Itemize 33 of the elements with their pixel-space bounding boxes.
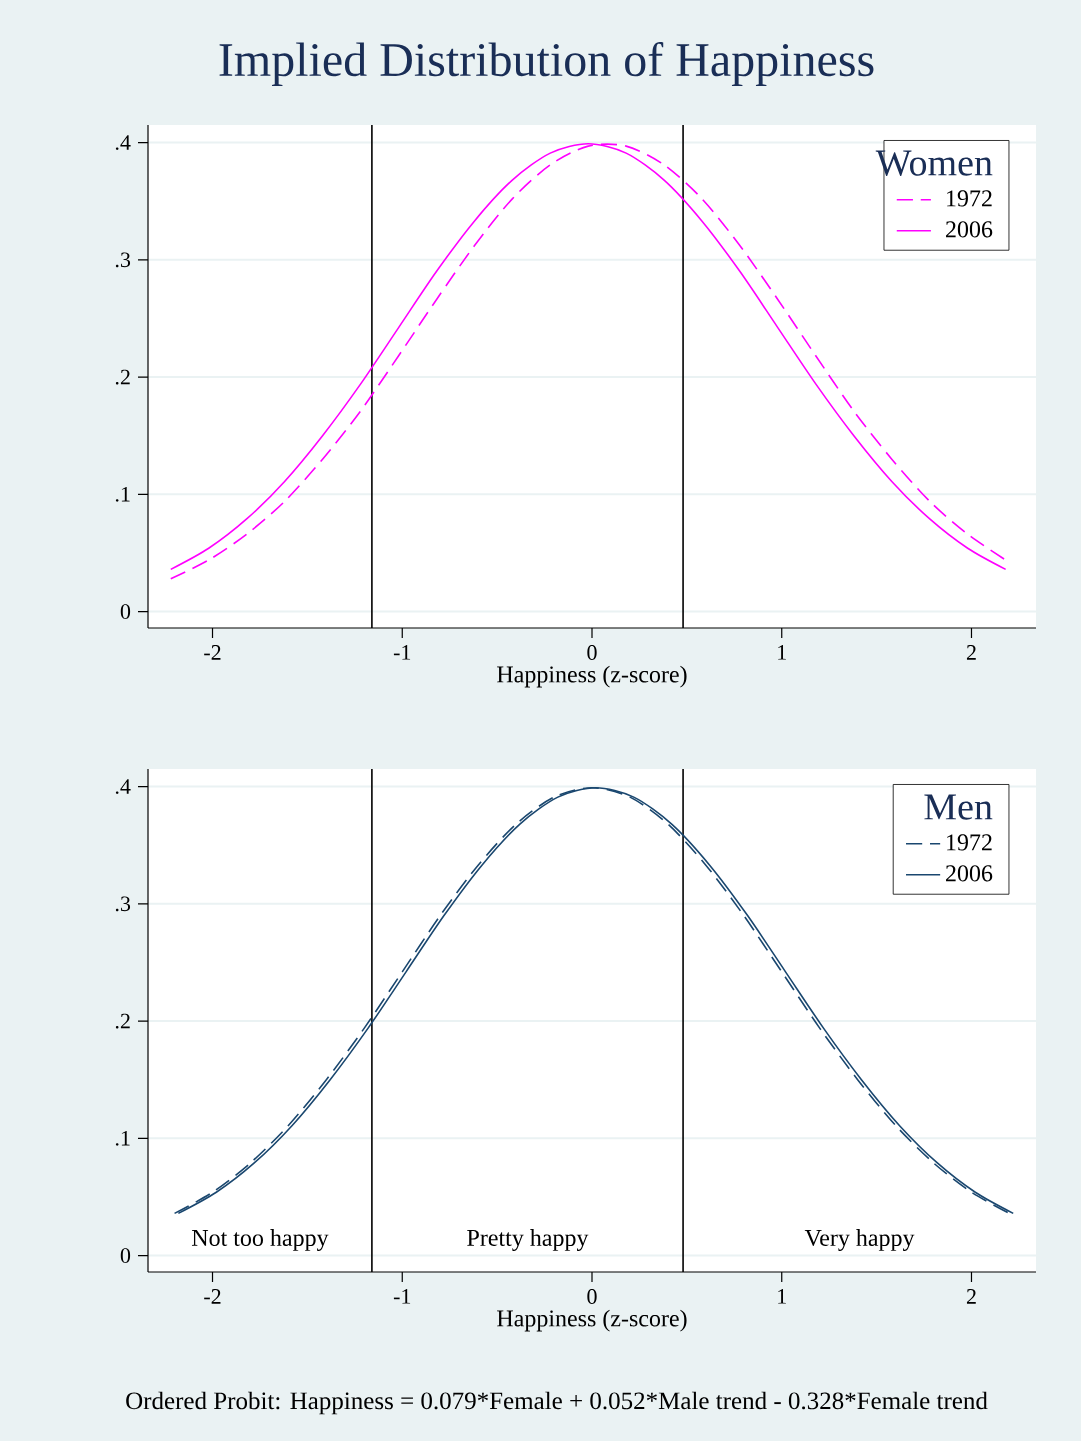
y-tick-label: 0: [120, 604, 131, 620]
y-tick-label: .3: [115, 896, 131, 912]
y-tick-label: .2: [115, 1013, 130, 1029]
x-tick-label: -2: [204, 1289, 221, 1304]
legend-label: 2006: [946, 221, 993, 238]
x-tick-label: 2: [966, 645, 976, 660]
x-tick-label: -1: [393, 645, 411, 660]
x-tick-label: 1: [778, 1289, 786, 1304]
legend-label: 1972: [947, 834, 992, 851]
legend-label: 1972: [947, 190, 992, 207]
legend-title: Men: [924, 794, 993, 820]
x-tick-label: 1: [778, 645, 786, 660]
x-tick-label: 0: [587, 1289, 597, 1304]
x-tick-label: 0: [587, 645, 597, 660]
x-axis-title: Happiness (z-score): [497, 1309, 687, 1332]
x-tick-label: 2: [966, 1289, 976, 1304]
annotation: Pretty happy: [467, 1229, 589, 1251]
y-tick-label: .1: [115, 1130, 130, 1146]
y-tick-label: .3: [115, 252, 131, 268]
x-tick-label: -1: [393, 1289, 411, 1304]
y-tick-label: .4: [115, 135, 131, 150]
annotation: Not too happy: [191, 1229, 329, 1251]
x-tick-label: -2: [204, 645, 221, 660]
legend-label: 2006: [946, 865, 993, 882]
annotation: Very happy: [804, 1229, 915, 1251]
y-tick-label: .4: [115, 779, 131, 794]
y-tick-label: 0: [120, 1248, 131, 1264]
text: Ordered Probit: Happiness = 0.079*Female + 0.052*Male trend - 0.328*Female trend: [126, 1391, 988, 1415]
y-tick-label: .1: [115, 486, 130, 502]
x-axis-title: Happiness (z-score): [497, 665, 687, 688]
y-tick-label: .2: [115, 369, 130, 385]
legend-title: Women: [875, 150, 993, 176]
chart-title: Implied Distribution of Happiness: [219, 42, 874, 87]
